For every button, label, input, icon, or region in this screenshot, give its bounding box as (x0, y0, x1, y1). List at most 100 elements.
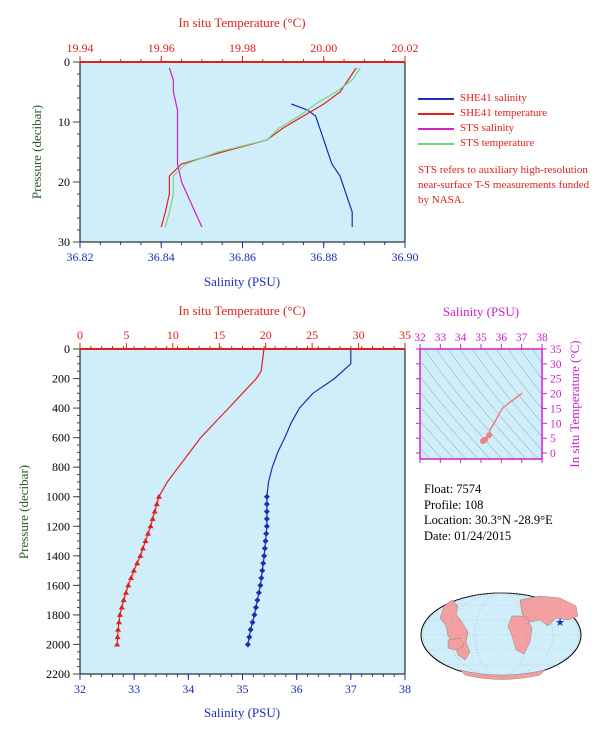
float-id: Float: 7574 (424, 482, 482, 496)
bottom-plot-area (79, 348, 406, 675)
temperature-marker (139, 545, 146, 551)
x-top-tick-label: 0 (77, 328, 83, 342)
bottom-title-temperature: In situ Temperature (°C) (178, 303, 305, 318)
ts-contour-line (420, 434, 443, 459)
temperature-marker (137, 552, 144, 558)
ts-y-tick-label: 0 (550, 448, 556, 460)
x-top-tick-label: 10 (167, 328, 179, 342)
temperature-marker (145, 530, 152, 536)
salinity-marker (246, 634, 253, 641)
legend-swatch (418, 127, 454, 130)
ts-contour-line (420, 375, 491, 459)
legend-label: STS salinity (460, 122, 515, 134)
y-tick-label: 2200 (46, 667, 70, 681)
salinity-marker (259, 567, 266, 574)
float-info: Float: 7574 Profile: 108 Location: 30.3°… (424, 482, 553, 544)
x-bottom-tick-label: 34 (182, 682, 194, 696)
salinity-marker (263, 523, 270, 530)
salinity-marker (249, 619, 256, 626)
map-land-antarctica (459, 669, 546, 680)
ts-x-tick-label: 34 (455, 332, 467, 344)
ts-contour-line (483, 349, 542, 424)
ts-point (480, 438, 487, 445)
temperature-marker (122, 589, 129, 595)
ts-point (489, 428, 491, 431)
series-line-sts-temperature (164, 67, 361, 228)
legend-swatch (418, 142, 454, 145)
ts-x-tick-label: 38 (536, 332, 548, 344)
x-bottom-tick-label: 37 (345, 682, 357, 696)
salinity-marker (257, 582, 264, 589)
ts-x-tick-label: 36 (496, 332, 508, 344)
x-top-tick-label: 19.96 (148, 41, 175, 55)
y-tick-label: 200 (52, 372, 70, 386)
temperature-marker (134, 560, 141, 566)
salinity-marker (247, 626, 254, 633)
salinity-marker (252, 604, 259, 611)
ts-contour-line (420, 420, 455, 459)
temperature-marker (115, 626, 122, 632)
ts-y-tick-label: 15 (550, 403, 562, 415)
y-tick-label: 1400 (46, 549, 70, 563)
float-location-star-icon: ★ (555, 617, 565, 629)
legend-item: SHE41 temperature (418, 106, 547, 121)
temperature-marker (155, 493, 162, 499)
legend-item: SHE41 salinity (418, 91, 547, 106)
ts-contour-line (459, 349, 542, 451)
ts-point (486, 432, 493, 439)
legend-item: STS salinity (418, 121, 547, 136)
ts-contour-line (447, 349, 539, 459)
ts-point (520, 392, 523, 395)
temperature-marker (116, 611, 123, 617)
map-graticule (421, 592, 581, 678)
x-bottom-tick-label: 36.88 (310, 250, 337, 264)
x-bottom-tick-label: 36.84 (148, 250, 175, 264)
ts-xlabel-salinity: Salinity (PSU) (443, 304, 519, 319)
map-land-eurasia (519, 595, 579, 627)
x-bottom-tick-label: 32 (74, 682, 86, 696)
x-bottom-tick-label: 35 (237, 682, 249, 696)
salinity-marker (262, 538, 269, 545)
y-tick-label: 0 (64, 342, 70, 356)
temperature-marker (149, 515, 156, 521)
ts-point (492, 424, 495, 426)
x-top-tick-label: 35 (399, 328, 411, 342)
map-land-australia (447, 637, 465, 651)
ts-y-tick-label: 20 (550, 389, 562, 401)
ts-contour-line (435, 349, 527, 459)
ts-axis-ticks: 32 33 34 35 36 37 38 0 5 10 15 20 25 30 35 (414, 332, 562, 463)
temperature-marker (151, 508, 158, 514)
ts-contour-line (495, 349, 542, 410)
ts-contour-line (420, 359, 503, 459)
profile-number: Profile: 108 (424, 497, 484, 512)
temperature-marker (118, 604, 125, 610)
x-top-tick-label: 25 (306, 328, 318, 342)
x-top-tick-label: 15 (213, 328, 225, 342)
x-bottom-tick-label: 36 (291, 682, 303, 696)
top-legend: SHE41 salinity SHE41 temperature STS sal… (418, 91, 547, 151)
ts-y-tick-label: 30 (550, 359, 562, 371)
legend-label: SHE41 temperature (460, 107, 548, 119)
temperature-marker (153, 501, 160, 507)
bottom-axis-ticks: 32 33 34 35 36 37 38 0 5 10 15 20 25 30 35 0 200 400 600 80… (46, 328, 411, 696)
salinity-marker (263, 508, 270, 515)
top-plot-area (79, 61, 406, 243)
world-map: ★ (420, 592, 582, 680)
salinity-marker (244, 641, 251, 648)
top-axis-ticks: 36.82 36.84 36.86 36.88 36.90 19.94 19.96 19.98… (58, 41, 419, 264)
temperature-marker (120, 597, 127, 603)
x-bottom-tick-label: 33 (128, 682, 140, 696)
ts-ylabel-temperature: In situ Temperature (°C) (567, 340, 582, 467)
temperature-marker (147, 523, 154, 529)
salinity-marker (263, 530, 270, 537)
y-tick-label: 10 (58, 115, 70, 129)
x-top-tick-label: 30 (353, 328, 365, 342)
temperature-marker (114, 641, 121, 647)
top-xlabel-salinity: Salinity (PSU) (204, 274, 280, 289)
ts-y-tick-label: 25 (550, 374, 562, 386)
x-top-tick-label: 19.94 (67, 41, 94, 55)
temperature-marker (142, 538, 149, 544)
x-top-tick-label: 20.02 (392, 41, 419, 55)
y-tick-label: 1000 (46, 490, 70, 504)
ts-contour-line (519, 349, 542, 380)
